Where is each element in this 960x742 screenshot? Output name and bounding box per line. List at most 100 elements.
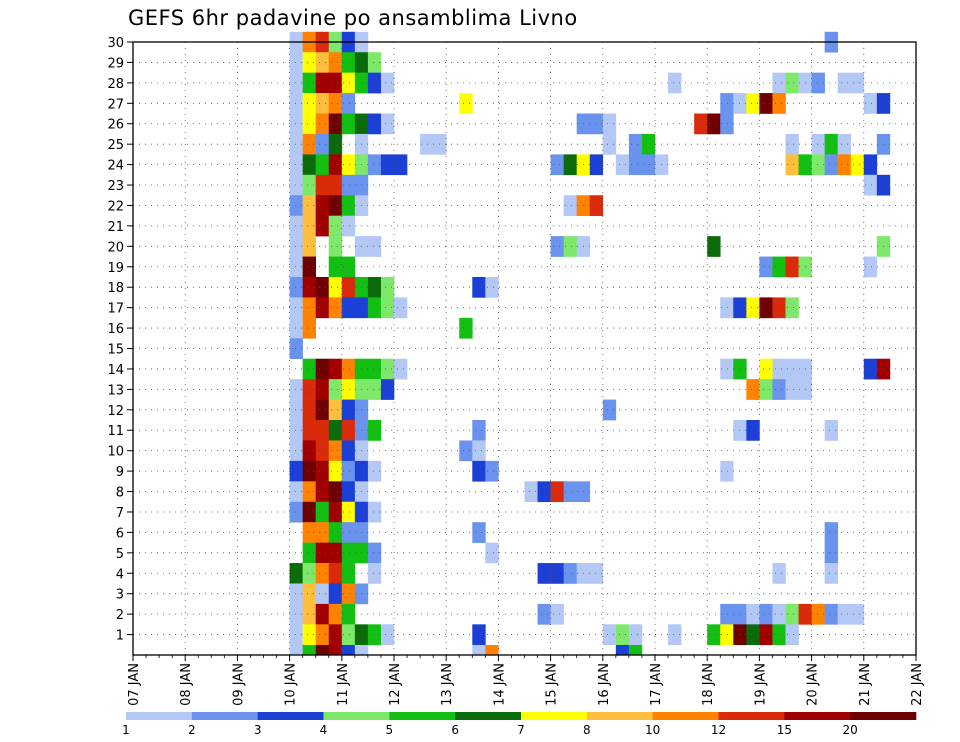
y-tick-label: 24 [107,159,124,174]
heatmap-cell [302,440,316,462]
heatmap-cell [759,297,773,319]
heatmap-cell [302,522,316,543]
heatmap-cell [707,236,721,257]
y-tick-label: 19 [107,261,124,276]
heatmap-cell [367,236,382,257]
heatmap-cell [563,563,577,584]
x-axis: 07 JAN 08 JAN 09 JAN 10 JAN 11 JAN 12 JAN 13 J… [127,655,925,706]
heatmap-cell [289,256,303,278]
heatmap-cell [367,420,382,441]
x-tick-label: 08 JAN [179,663,194,706]
heatmap-cell [302,399,316,421]
heatmap-cell [759,379,773,400]
y-tick-label: 3 [116,588,124,603]
heatmap-cell [328,460,343,482]
heatmap-cell [772,297,786,319]
heatmap-cell [472,624,486,646]
x-tick-label: 15 JAN [545,663,560,706]
heatmap-cell [302,276,316,298]
y-tick-label: 9 [116,465,124,480]
heatmap-cell [315,358,330,380]
heatmap-cell [785,603,799,625]
heatmap-cell [380,154,395,176]
heatmap-cell [850,72,865,94]
heatmap-cell [328,93,343,114]
x-tick-label: 14 JAN [492,663,507,706]
x-tick-label: 11 JAN [336,663,351,706]
heatmap-cell [537,563,551,584]
heatmap-cell [472,440,486,462]
x-tick-label: 07 JAN [127,663,142,706]
legend-label: 8 [583,723,591,737]
heatmap-cell [824,154,838,176]
heatmap-cell [302,603,316,625]
y-tick-label: 28 [107,77,124,92]
heatmap-cell [472,460,486,482]
heatmap-cell [328,624,343,646]
heatmap-cell [537,481,551,503]
heatmap-cell [367,297,382,319]
heatmap-cell [759,93,773,114]
y-tick-label: 18 [107,281,124,296]
heatmap-cell [302,358,316,380]
heatmap-cell [485,276,499,298]
heatmap-cell [628,645,643,656]
heatmap-cell [302,379,316,400]
heatmap-cell [785,358,799,380]
heatmap-cell [315,72,330,94]
heatmap-cell [315,522,330,543]
legend-swatch [257,712,324,720]
heatmap-cell [315,645,330,656]
heatmap-cell [328,174,343,196]
heatmap-cell [328,501,343,523]
x-tick-label: 17 JAN [649,663,664,706]
heatmap-cell [289,399,303,421]
heatmap-cell [720,113,734,135]
heatmap-cell [302,624,316,646]
legend-label: 4 [320,723,328,737]
y-tick-label: 2 [116,608,124,623]
heatmap-cell [759,358,773,380]
heatmap-cell [328,276,343,298]
heatmap-cell [328,563,343,584]
heatmap-cell [354,645,369,656]
heatmap-cell [315,420,330,441]
heatmap-cell [289,481,303,503]
heatmap-cell [550,154,564,176]
heatmap-cell [289,420,303,441]
heatmap-cell [367,379,382,400]
heatmap-cell [850,603,865,625]
heatmap-cell [863,154,878,176]
heatmap-cell [772,93,786,114]
heatmap-cell [746,93,760,114]
heatmap-cell [302,154,316,176]
y-tick-label: 10 [107,445,124,460]
heatmap-cell [628,154,643,176]
y-tick-label: 29 [107,56,124,71]
heatmap-cell [472,420,486,441]
heatmap-cell [328,583,343,605]
heatmap-cell [759,624,773,646]
chart-title: GEFS 6hr padavine po ansamblima Livno [128,6,578,30]
heatmap-cell [341,297,356,319]
legend-swatch [323,712,390,720]
heatmap-cell [315,195,330,216]
heatmap-cell [289,72,303,94]
y-tick-label: 4 [116,567,124,582]
x-tick-label: 16 JAN [597,663,612,706]
y-tick-label: 6 [116,526,124,541]
heatmap-cell [315,501,330,523]
heatmap-cell [589,195,604,216]
heatmap-cell [328,297,343,319]
heatmap-cell [341,93,356,114]
legend-label: 2 [188,723,196,737]
heatmap-cell [302,460,316,482]
heatmap-cell [380,297,395,319]
heatmap-cell [315,93,330,114]
heatmap-cell [315,154,330,176]
heatmap-cell [524,481,538,503]
heatmap-cell [315,215,330,237]
heatmap-cell [602,133,617,155]
heatmap-cell [302,215,316,237]
heatmap-cell [537,603,551,625]
